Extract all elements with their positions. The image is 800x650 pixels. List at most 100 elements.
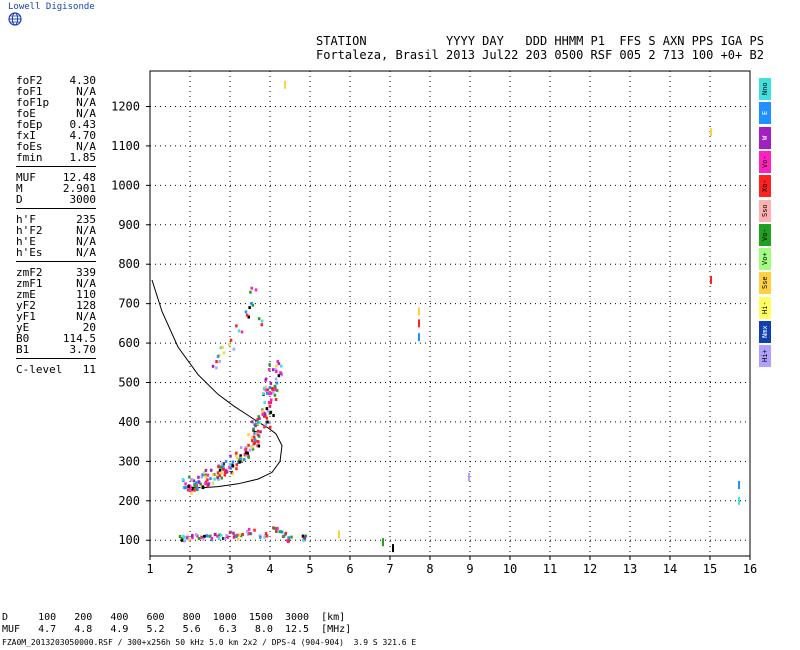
isolated-echo-point (382, 538, 384, 547)
e-layer-echo-point (233, 534, 236, 538)
f-layer-trace-point (193, 488, 196, 492)
f-layer-trace-point (247, 455, 250, 459)
f-layer-trace-point (263, 412, 267, 416)
f-layer-trace-point (244, 446, 247, 450)
e-layer-echo-point (205, 534, 209, 538)
f-layer-trace-point (269, 410, 273, 414)
f-layer-trace-point (187, 485, 190, 488)
f-layer-trace-point (222, 462, 225, 466)
f-layer-trace-point (251, 439, 254, 443)
isolated-echo-point (710, 128, 712, 137)
f-layer-trace-point (264, 385, 268, 389)
f-layer-trace-point (275, 381, 279, 385)
f-layer-trace-point (190, 491, 193, 495)
param-value: N/A (76, 277, 96, 290)
param-d: D 3000 (16, 193, 96, 206)
param-value: 235 (76, 213, 96, 226)
spread-echo-point (215, 360, 218, 364)
f-layer-trace-point (218, 474, 221, 478)
f-layer-trace-point (235, 463, 238, 467)
e-layer-echo-point (275, 529, 278, 533)
spread-echo-point (244, 310, 248, 314)
f-layer-trace-point (269, 381, 273, 385)
f-layer-trace-point (272, 414, 275, 417)
f-layer-trace-point (188, 475, 191, 479)
param-separator (16, 358, 96, 359)
x-tick-label: 12 (583, 562, 597, 576)
param-yf2: yF2 128 (16, 299, 96, 312)
spread-echo-point (247, 315, 250, 319)
f-layer-trace-point (245, 451, 248, 455)
f-layer-trace-point (266, 420, 269, 424)
y-tick-label: 1000 (111, 178, 140, 192)
f-layer-trace-point (247, 433, 250, 437)
f-layer-trace-point (183, 486, 187, 490)
spread-echo-point (216, 354, 220, 358)
x-tick-label: 2 (186, 562, 193, 576)
e-layer-echo-point (241, 533, 244, 536)
legend-swatch-6: Vo- (759, 223, 771, 246)
f-layer-trace-point (252, 427, 255, 431)
f-layer-trace-point (193, 483, 196, 487)
f-layer-trace-point (224, 459, 228, 463)
f-layer-trace-point (192, 479, 196, 483)
e-layer-echo-point (264, 532, 268, 536)
f-layer-trace-point (207, 482, 210, 486)
f-layer-trace-point (239, 446, 243, 449)
f-layer-trace-point (230, 463, 234, 467)
f-layer-trace-point (277, 374, 281, 378)
e-layer-echo-point (248, 532, 251, 535)
f-layer-trace-point (259, 430, 262, 434)
f-layer-trace-point (263, 401, 266, 404)
f-layer-trace-point (204, 482, 207, 485)
x-tick-label: 9 (466, 562, 473, 576)
f-layer-trace-point (256, 418, 259, 422)
f-layer-trace-point (206, 484, 210, 488)
f-layer-trace-point (273, 384, 277, 388)
legend-swatch-4: Xo- (759, 175, 771, 198)
param-hf: h'F 235 (16, 213, 96, 226)
logo-text: Lowell Digisonde (8, 2, 95, 12)
param-yf1: yF1 N/A (16, 310, 96, 323)
x-tick-label: 5 (306, 562, 313, 576)
e-layer-echo-point (249, 532, 253, 536)
e-layer-echo-point (216, 534, 219, 538)
f-layer-trace-point (204, 473, 207, 477)
e-layer-echo-point (232, 531, 235, 535)
f-layer-trace-point (269, 400, 272, 404)
e-layer-echo-point (213, 533, 217, 537)
f-layer-trace-point (268, 386, 272, 390)
f-layer-trace-point (254, 431, 257, 435)
param-name: zmF2 (16, 266, 43, 279)
f-layer-trace-point (265, 416, 269, 420)
spread-echo-point (229, 338, 233, 342)
f-layer-trace-point (256, 433, 260, 437)
e-layer-echo-point (222, 537, 225, 540)
param-fof1: foF1 N/A (16, 85, 96, 98)
f-layer-trace-point (235, 467, 238, 471)
e-layer-echo-point (276, 526, 279, 530)
e-layer-echo-point (194, 533, 198, 537)
legend-swatch-7: Vo+ (759, 248, 771, 271)
f-layer-trace-point (263, 386, 266, 390)
x-tick-label: 13 (623, 562, 637, 576)
param-name: B1 (16, 343, 30, 356)
e-layer-echo-point (263, 535, 266, 539)
f-layer-trace-point (186, 488, 190, 492)
f-layer-trace-point (216, 476, 219, 480)
file-footer: FZA0M_2013203050000.RSF / 300+x256h 50 k… (2, 638, 417, 647)
isolated-echo-point (392, 544, 394, 553)
globe-icon (8, 12, 22, 26)
f-layer-trace-point (229, 463, 232, 467)
param-ye: yE 20 (16, 321, 96, 334)
f-layer-trace-point (229, 454, 232, 458)
e-layer-echo-point (287, 539, 290, 543)
f-layer-trace-point (268, 421, 271, 425)
f-layer-trace-point (225, 470, 229, 474)
legend-swatch-3: Vo- (759, 150, 771, 173)
param-name: foF2 (16, 74, 43, 87)
f-layer-trace-point (190, 488, 193, 492)
plot-frame (149, 70, 751, 557)
e-layer-echo-point (246, 529, 249, 533)
f-layer-trace-point (262, 414, 266, 418)
